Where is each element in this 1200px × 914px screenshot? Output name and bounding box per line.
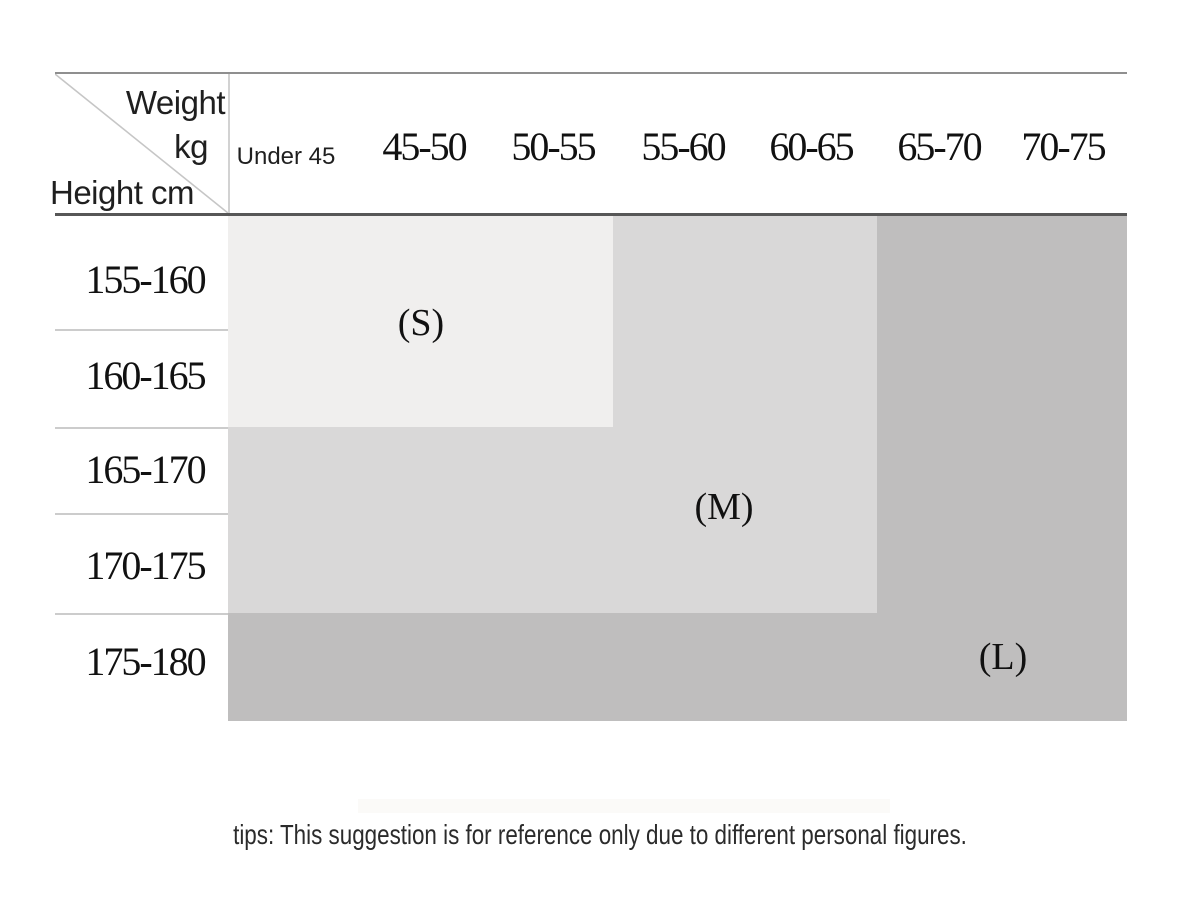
row-header-165-170: 165-170 (85, 447, 206, 492)
row-separator (55, 613, 228, 615)
row-separator (55, 427, 228, 429)
column-header-45-50: 45-50 (382, 124, 467, 169)
column-header-under-45: Under 45 (236, 143, 336, 170)
size-region-l-bottom (228, 613, 877, 721)
column-header-50-55: 50-55 (511, 124, 596, 169)
table-top-border (55, 72, 1127, 74)
weight-axis-label: Weight (125, 84, 226, 121)
size-l-label: (L) (978, 636, 1028, 678)
tips-text: tips: This suggestion is for reference o… (233, 819, 967, 850)
column-header-55-60: 55-60 (641, 124, 726, 169)
tips-highlight-band (358, 799, 890, 813)
corner-diagonal-line (55, 74, 228, 213)
row-header-175-180: 175-180 (85, 639, 206, 684)
table-header-divider (55, 213, 1127, 216)
size-region-m-upper (613, 216, 877, 613)
size-m-label: (M) (694, 486, 754, 528)
size-region-l-right (877, 216, 1127, 721)
size-region-m-lower-left (228, 427, 613, 613)
column-header-65-70: 65-70 (897, 124, 982, 169)
row-header-170-175: 170-175 (85, 543, 206, 588)
size-region-s (228, 216, 613, 427)
size-s-label: (S) (397, 302, 445, 344)
height-axis-label: Height cm (50, 174, 195, 211)
weight-axis-unit: kg (174, 128, 208, 165)
row-header-155-160: 155-160 (85, 257, 206, 302)
row-separator (55, 329, 228, 331)
corner-cell-divider (228, 74, 230, 213)
row-separator (55, 513, 228, 515)
row-header-160-165: 160-165 (85, 353, 206, 398)
column-header-60-65: 60-65 (769, 124, 854, 169)
column-header-70-75: 70-75 (1021, 124, 1106, 169)
